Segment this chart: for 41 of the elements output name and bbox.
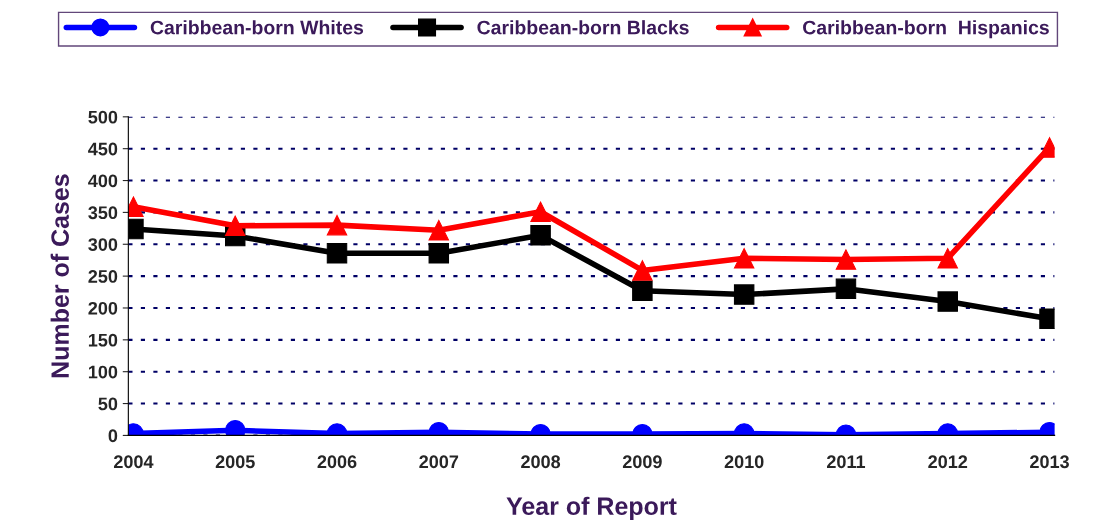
point [835, 249, 857, 270]
x-tick-label: 2009 [622, 455, 662, 469]
point [632, 260, 653, 281]
y-tick-label: 250 [88, 270, 118, 283]
y-tick-label: 0 [108, 429, 118, 443]
point [835, 278, 857, 300]
y-tick-label: 350 [88, 206, 118, 220]
y-tick-label: 200 [88, 301, 118, 315]
y-tick-label: 50 [98, 397, 118, 411]
x-tick-label: 2012 [928, 455, 968, 469]
y-tick-label: 450 [88, 142, 118, 156]
point [224, 215, 246, 237]
point [733, 284, 755, 305]
x-axis-title: Year of Report [506, 496, 677, 520]
y-tick-label: 400 [88, 174, 118, 188]
point [326, 214, 348, 236]
x-tick-label: 2005 [215, 455, 255, 469]
legend-label: Caribbean-born Blacks [477, 20, 689, 35]
x-tick-label: 2008 [521, 455, 561, 469]
x-tick-label: 2011 [826, 455, 866, 469]
y-tick-label: 500 [88, 110, 118, 124]
point [428, 220, 450, 241]
point [733, 248, 755, 269]
legend-label: Caribbean-born Hispanics [803, 20, 1049, 39]
legend-label: Caribbean-born Whites [150, 20, 364, 35]
x-tick-label: 2007 [419, 455, 459, 469]
point [632, 280, 653, 302]
point [530, 201, 551, 222]
x-tick-label: 2006 [317, 455, 357, 469]
point [428, 242, 450, 264]
y-tick-label: 300 [88, 238, 118, 252]
x-tick-label: 2013 [1030, 455, 1069, 469]
y-tick-label: 150 [88, 333, 118, 347]
point [937, 291, 958, 312]
point [530, 225, 551, 246]
y-tick-label: 100 [88, 365, 118, 379]
x-tick-label: 2004 [113, 455, 154, 469]
x-tick-label: 2010 [724, 455, 764, 469]
point [326, 242, 348, 264]
point [937, 248, 958, 269]
y-axis-title: Number of Cases [50, 174, 69, 378]
